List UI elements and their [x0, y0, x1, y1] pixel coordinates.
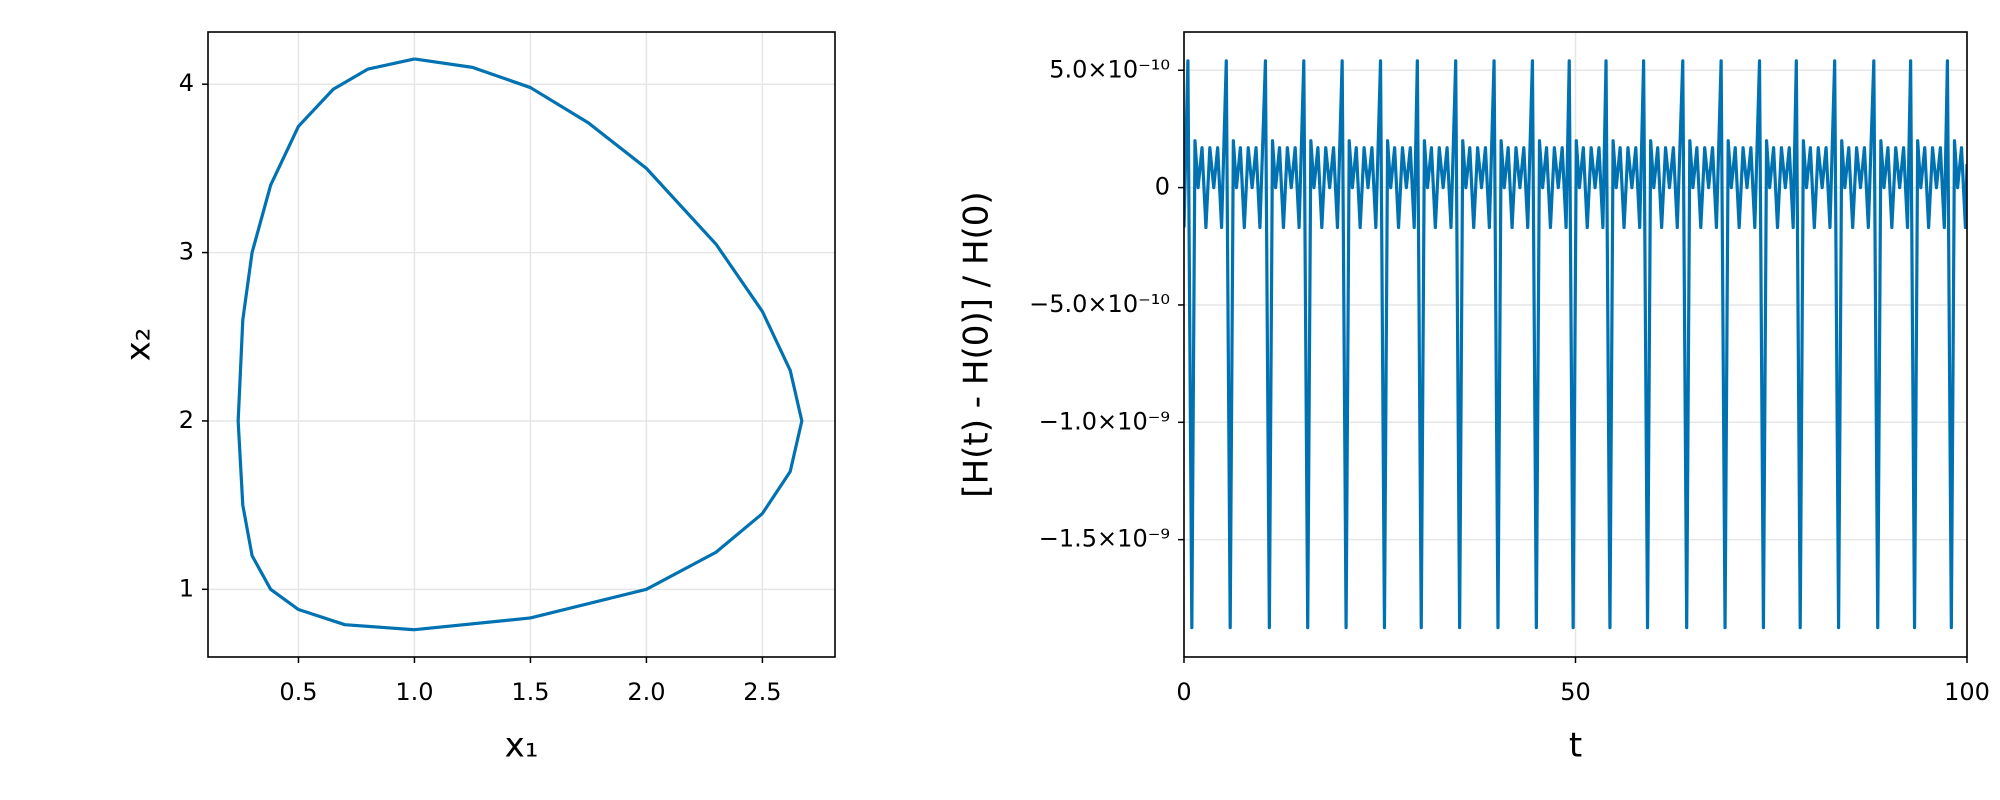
- y-tick-label: 4: [179, 69, 194, 97]
- x-axis-label: t: [1569, 726, 1582, 766]
- y-tick-label: 5.0×10⁻¹⁰: [1049, 55, 1170, 83]
- x-tick-label: 100: [1944, 678, 1990, 706]
- y-tick-label: 2: [179, 406, 194, 434]
- plot-frame: [207, 31, 836, 658]
- y-axis-label: [H(t) - H(0)] / H(0): [957, 191, 997, 497]
- y-tick-label: 3: [179, 238, 194, 266]
- x-tick-label: 0: [1176, 678, 1191, 706]
- y-tick-label: 1: [179, 574, 194, 602]
- x-tick-label: 2.0: [627, 678, 665, 706]
- plot-frame: [1183, 31, 1968, 658]
- y-tick-label: 0: [1155, 173, 1170, 201]
- data-line: [1184, 59, 1967, 630]
- y-tick-label: −1.5×10⁻⁹: [1039, 525, 1170, 553]
- x-axis-label: x₁: [505, 726, 539, 766]
- x-tick-label: 0.5: [279, 678, 317, 706]
- data-line: [236, 57, 804, 632]
- y-tick-label: −1.0×10⁻⁹: [1039, 407, 1170, 435]
- x-tick-label: 1.5: [511, 678, 549, 706]
- y-axis-label: x₂: [119, 328, 159, 362]
- y-tick-label: −5.0×10⁻¹⁰: [1029, 290, 1170, 318]
- x-tick-label: 50: [1560, 678, 1591, 706]
- x-tick-label: 2.5: [743, 678, 781, 706]
- x-tick-label: 1.0: [395, 678, 433, 706]
